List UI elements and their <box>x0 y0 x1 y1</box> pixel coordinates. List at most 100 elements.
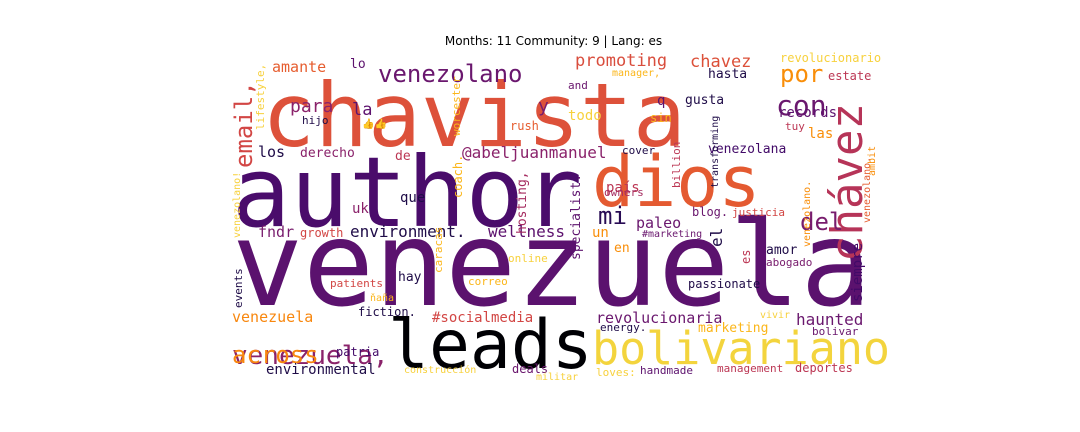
cloud-word: todo <box>568 108 602 124</box>
cloud-word: abogado <box>766 256 812 269</box>
cloud-word: hosting, <box>515 171 530 234</box>
cloud-word: owners <box>604 186 644 199</box>
cloud-word: chavez <box>690 52 751 72</box>
cloud-word: venezuela <box>232 195 871 333</box>
cloud-word: hay <box>398 270 422 285</box>
cloud-word: vivir <box>760 310 790 321</box>
cloud-word: los <box>258 143 285 161</box>
cloud-word: justicia <box>732 206 785 219</box>
cloud-word: wellness <box>488 222 565 241</box>
cloud-word: hijo <box>302 114 329 127</box>
cloud-word: uk <box>352 201 369 217</box>
cloud-word: online <box>508 252 548 265</box>
cloud-word: es <box>739 250 753 264</box>
cloud-word: bolivariano <box>592 322 890 375</box>
cloud-word: las <box>808 126 833 142</box>
cloud-word: marketing <box>698 321 768 336</box>
cloud-word: un <box>592 225 609 241</box>
cloud-word: lo <box>350 57 366 72</box>
cloud-word: venezolano. <box>862 157 873 223</box>
cloud-word: el <box>707 228 726 247</box>
cloud-word: paleo <box>636 214 681 232</box>
cloud-word: #socialmedia <box>432 310 533 326</box>
cloud-word: venezuela, <box>232 341 389 371</box>
cloud-word: mi <box>598 202 627 230</box>
cloud-word: país <box>606 180 640 196</box>
cloud-word: revolucionario <box>780 51 881 65</box>
cloud-word: handmade <box>640 364 693 377</box>
cloud-word: venezolano <box>378 60 523 88</box>
cloud-word: amor <box>766 243 797 258</box>
cloud-word: siempre <box>850 243 866 302</box>
cloud-word: #marketing <box>642 229 702 240</box>
cloud-word: 👍👍 <box>362 117 387 130</box>
cloud-word: billion <box>670 142 683 188</box>
cloud-word: con <box>776 89 827 122</box>
cloud-word: leads <box>388 306 593 385</box>
cloud-word: revolucionaria <box>596 309 722 327</box>
cloud-word: gusta <box>685 93 724 108</box>
cloud-word: ňaña <box>370 292 394 304</box>
cloud-word: del <box>800 208 843 236</box>
cloud-word: patria <box>336 345 379 359</box>
cloud-word: environment. <box>350 222 466 241</box>
cloud-word: derecho <box>300 146 355 161</box>
cloud-word: chávez <box>822 103 873 262</box>
cloud-word: lifestyle, <box>254 64 267 130</box>
cloud-word: management <box>717 362 783 375</box>
cloud-word: bolivar <box>812 325 859 338</box>
cloud-word: de <box>395 149 411 164</box>
cloud-word: estate <box>828 69 871 83</box>
cloud-word: amante <box>272 58 326 76</box>
cloud-word: energy. <box>600 321 646 334</box>
cloud-word: loves: <box>596 366 636 379</box>
cloud-word: growth <box>300 226 343 240</box>
cloud-word: manager, <box>612 68 660 79</box>
chart-title: Months: 11 Community: 9 | Lang: es <box>444 34 663 48</box>
cloud-word: and <box>568 79 588 92</box>
cloud-word: records <box>778 105 837 121</box>
cloud-word: environmental <box>266 362 376 378</box>
cloud-word: venezolano! <box>232 172 243 238</box>
cloud-word: author <box>232 136 582 249</box>
cloud-word: patients <box>330 277 383 290</box>
cloud-word: venezuela <box>232 308 313 326</box>
cloud-word: sin <box>650 111 672 125</box>
cloud-word: cover <box>622 144 655 157</box>
cloud-word: blog. <box>692 205 728 219</box>
cloud-word: deals <box>512 362 548 376</box>
cloud-word: tuy <box>785 120 805 133</box>
cloud-word: passionate <box>688 277 760 291</box>
cloud-word: across <box>232 341 319 369</box>
cloud-word: events <box>232 268 245 308</box>
cloud-word: ambit <box>867 146 878 176</box>
cloud-word: venezolana <box>708 142 786 157</box>
cloud-word: dios <box>592 141 761 223</box>
cloud-word: fndr <box>258 223 294 241</box>
cloud-word: construcción <box>404 364 476 376</box>
cloud-word: en <box>614 241 630 256</box>
cloud-word: promoting <box>575 51 667 71</box>
cloud-word: por <box>780 60 823 88</box>
cloud-word: transforming <box>710 116 721 188</box>
cloud-word: militar <box>536 372 578 383</box>
cloud-word: venezolano. <box>802 181 813 247</box>
cloud-word: la <box>352 100 372 120</box>
cloud-word: haunted <box>796 310 863 329</box>
cloud-word: q <box>657 93 665 109</box>
cloud-word: y <box>538 96 549 117</box>
cloud-word: coach. <box>451 155 465 198</box>
cloud-word: para <box>290 96 333 117</box>
cloud-word: fiction. <box>358 305 416 319</box>
cloud-word: email, <box>230 81 258 168</box>
cloud-word: que <box>400 190 425 206</box>
cloud-word: chavista <box>262 64 686 167</box>
cloud-word: @abeljuanmanuel <box>462 143 607 162</box>
cloud-word: rush <box>510 119 539 133</box>
cloud-word: correo <box>468 275 508 288</box>
cloud-word: hasta <box>708 67 747 82</box>
cloud-word: deportes <box>795 361 853 375</box>
cloud-word: worcester <box>450 76 463 136</box>
